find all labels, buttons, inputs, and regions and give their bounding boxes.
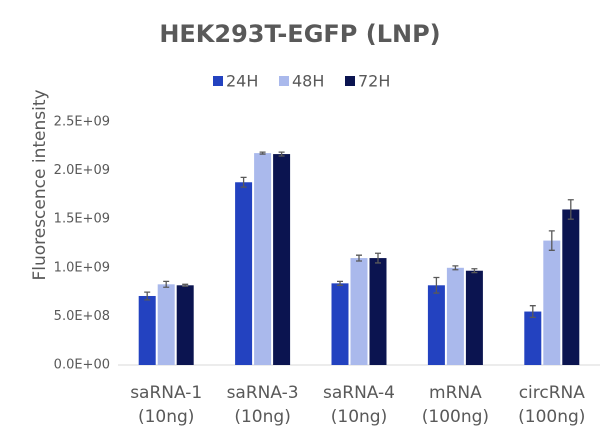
- y-axis-label: Fluorescence intensity: [30, 89, 50, 280]
- bar: [465, 270, 483, 365]
- error-bar: [356, 254, 362, 262]
- bar: [562, 209, 580, 365]
- bar: [235, 182, 253, 365]
- legend-swatch: [279, 76, 289, 86]
- legend-label: 72H: [358, 72, 390, 91]
- chart-title: HEK293T-EGFP (LNP): [159, 20, 440, 48]
- error-bar: [259, 151, 266, 155]
- x-tick-label: (10ng): [331, 407, 387, 427]
- bar: [331, 283, 349, 365]
- error-bar: [471, 268, 478, 274]
- x-tick-label: saRNA-4: [323, 383, 395, 403]
- x-tick-label: (100ng): [518, 407, 585, 427]
- y-tick-label: 0.0E+00: [54, 358, 110, 373]
- bar: [350, 258, 368, 365]
- y-tick-label: 5.0E+08: [54, 309, 110, 324]
- y-tick-label: 2.5E+09: [54, 115, 110, 130]
- y-tick-label: 1.5E+09: [54, 212, 110, 227]
- bar: [543, 240, 561, 365]
- error-bar: [240, 176, 247, 188]
- x-tick-label: mRNA: [429, 383, 482, 403]
- bar: [524, 311, 542, 365]
- x-tick-label: (10ng): [234, 407, 290, 427]
- bar: [446, 267, 464, 365]
- error-bar: [433, 276, 440, 294]
- error-bar: [375, 252, 381, 264]
- error-bar: [278, 151, 285, 157]
- bar: [176, 285, 194, 365]
- bar: [138, 295, 156, 365]
- x-tick-label: (100ng): [422, 407, 489, 427]
- legend-swatch: [345, 76, 355, 86]
- bar: [369, 258, 387, 365]
- error-bar: [182, 283, 189, 287]
- legend-swatch: [213, 76, 223, 86]
- x-tick-label: (10ng): [138, 407, 194, 427]
- bar: [273, 154, 291, 365]
- error-bar: [163, 280, 170, 288]
- bar: [427, 285, 445, 365]
- error-bar: [452, 265, 459, 271]
- error-bar: [529, 305, 536, 319]
- bar: [254, 153, 272, 365]
- error-bar: [337, 280, 343, 286]
- error-bar: [567, 199, 574, 220]
- x-tick-label: circRNA: [519, 383, 586, 403]
- legend-label: 24H: [226, 72, 258, 91]
- legend-label: 48H: [292, 72, 324, 91]
- x-tick-label: saRNA-1: [130, 383, 202, 403]
- y-tick-label: 2.0E+09: [54, 163, 110, 178]
- bar: [157, 284, 175, 365]
- y-tick-label: 1.0E+09: [54, 260, 110, 275]
- x-tick-label: saRNA-3: [227, 383, 299, 403]
- error-bar: [548, 230, 555, 251]
- error-bar: [144, 291, 151, 301]
